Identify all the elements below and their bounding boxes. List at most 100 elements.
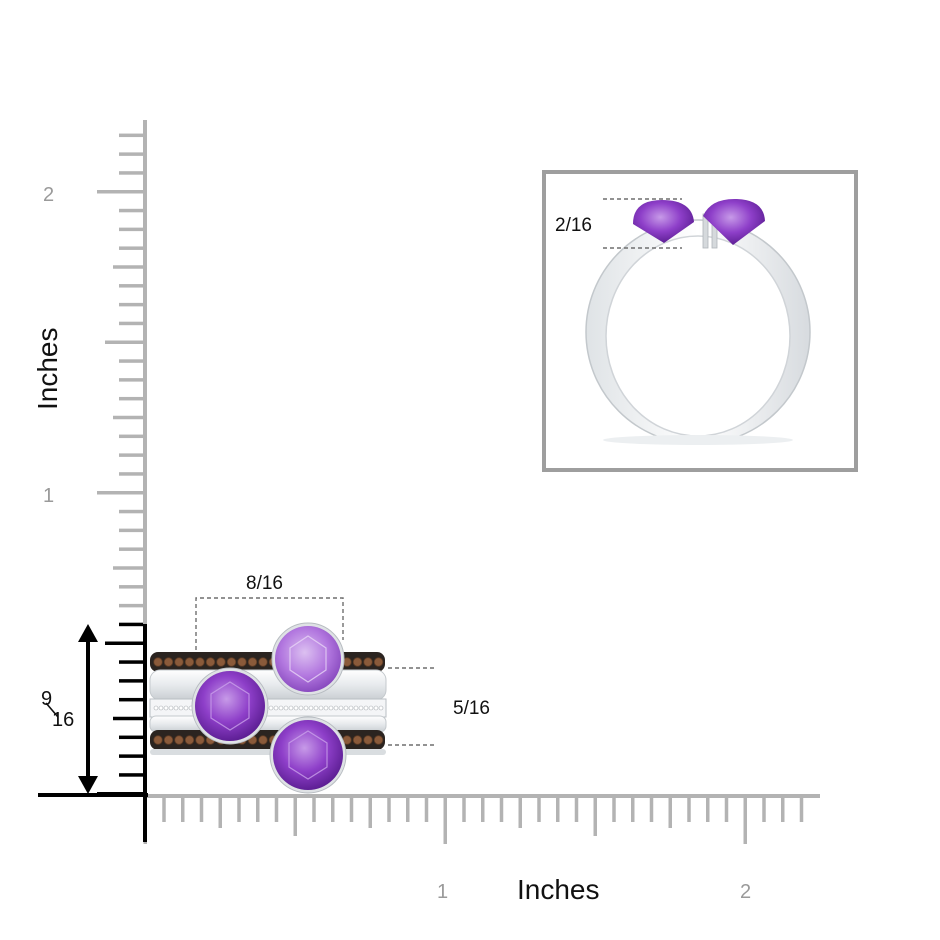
vertical-axis-tick: [119, 246, 145, 250]
white-diamond: [353, 705, 359, 711]
horizontal-axis: [143, 794, 820, 844]
white-diamond: [298, 705, 304, 711]
coffee-diamond: [163, 657, 174, 667]
vertical-axis-ticks: [97, 133, 145, 796]
horizontal-axis-tick: [218, 796, 222, 828]
height-arrow-shaft: [86, 636, 90, 782]
white-diamond: [173, 705, 179, 711]
horizontal-axis-tick: [556, 796, 560, 822]
white-diamond: [288, 705, 294, 711]
ring-height-dimension: 9 16: [41, 624, 98, 794]
vertical-axis-tick: [119, 509, 145, 514]
horizontal-axis-tick: [331, 796, 335, 822]
horizontal-axis-tick: [237, 796, 241, 822]
vertical-axis-tick: [119, 735, 145, 740]
horizontal-axis-tick: [574, 796, 579, 822]
vertical-axis-tick: [119, 547, 145, 551]
inset-amethyst-left: [633, 200, 694, 243]
height-arrow-up: [78, 624, 98, 642]
vertical-axis-tick: [119, 359, 145, 363]
white-diamond: [283, 705, 289, 711]
white-diamond: [178, 705, 184, 711]
white-diamond: [318, 705, 324, 711]
inset-height-label: 2/16: [555, 215, 592, 236]
inset-ring-shadow: [603, 435, 793, 445]
horizontal-axis-tick: [312, 796, 316, 822]
vertical-axis-line: [143, 120, 147, 800]
horizontal-axis-tick: [293, 796, 297, 836]
vertical-axis-tick: [97, 190, 145, 194]
x-axis-title: Inches: [517, 874, 600, 905]
bottom-metal-edge: [150, 749, 386, 755]
vertical-axis-tick: [113, 265, 145, 269]
horizontal-axis-tick: [199, 796, 204, 822]
ring-top-view: [149, 622, 387, 794]
horizontal-axis-tick: [518, 796, 522, 828]
vertical-axis-tick: [119, 585, 145, 589]
white-diamond: [308, 705, 314, 711]
horizontal-axis-tick: [499, 796, 504, 822]
inset-amethyst-right: [703, 198, 765, 245]
vertical-axis-tick: [119, 284, 145, 288]
vertical-axis-tick: [119, 528, 145, 533]
horizontal-axis-tick: [724, 796, 729, 822]
amethyst-left: [195, 671, 265, 741]
white-diamond: [163, 705, 169, 711]
horizontal-axis-tick: [424, 796, 429, 822]
vertical-axis-tick: [119, 434, 145, 439]
side-view-inset: 2/16: [542, 170, 858, 472]
white-diamond: [343, 705, 349, 711]
white-diamond: [323, 705, 329, 711]
inset-ring-shank-inner: [605, 235, 791, 437]
coffee-diamond: [174, 735, 184, 745]
coffee-diamond: [153, 735, 163, 745]
coffee-diamond: [352, 735, 363, 745]
vertical-axis-tick: [119, 603, 145, 608]
height-fraction-denominator: 16: [52, 709, 74, 731]
white-diamond: [268, 705, 274, 711]
vertical-axis-tick: [119, 152, 145, 156]
horizontal-axis-tick: [687, 796, 691, 822]
vertical-axis-tick: [105, 641, 145, 645]
vertical-axis-tick: [119, 453, 145, 457]
white-diamond: [348, 705, 354, 711]
white-diamond: [278, 705, 284, 711]
horizontal-axis-tick: [368, 796, 372, 828]
horizontal-axis-tick: [349, 796, 354, 822]
horizontal-axis-tick: [181, 796, 185, 822]
height-fraction-slash: [45, 702, 59, 718]
y-tick-label-1: 1: [43, 485, 54, 507]
amethyst-top-facets: [289, 635, 327, 683]
horizontal-axis-tick: [762, 796, 766, 822]
horizontal-axis-tick: [462, 796, 466, 822]
coffee-diamond: [258, 735, 268, 745]
white-diamond: [378, 705, 384, 711]
y-tick-label-2: 2: [43, 184, 54, 206]
horizontal-axis-tick: [631, 796, 635, 822]
coffee-diamond: [226, 657, 237, 667]
vertical-axis-tick: [113, 716, 145, 721]
vertical-axis-tick: [105, 340, 145, 344]
white-diamond: [303, 705, 309, 711]
coffee-diamond: [258, 657, 268, 667]
coffee-diamond: [195, 735, 205, 745]
white-diamond: [293, 705, 299, 711]
vertical-axis-tick: [119, 754, 145, 758]
vertical-axis-tick: [119, 396, 145, 401]
coffee-diamond: [373, 657, 384, 667]
vertical-axis-tick: [119, 321, 145, 326]
horizontal-axis-tick: [743, 796, 747, 844]
vertical-axis-tick: [97, 491, 145, 495]
coffee-diamond: [184, 657, 195, 667]
white-diamond: [183, 705, 189, 711]
lower-metal-rail: [149, 715, 387, 733]
white-diamond: [338, 705, 344, 711]
coffee-diamond: [205, 657, 216, 667]
vertical-axis-tick: [119, 208, 145, 213]
white-diamond: [158, 705, 164, 711]
white-diamond: [368, 705, 374, 711]
horizontal-axis-tick: [799, 796, 804, 822]
coffee-diamond: [195, 657, 205, 667]
upper-metal-rail: [149, 669, 387, 701]
